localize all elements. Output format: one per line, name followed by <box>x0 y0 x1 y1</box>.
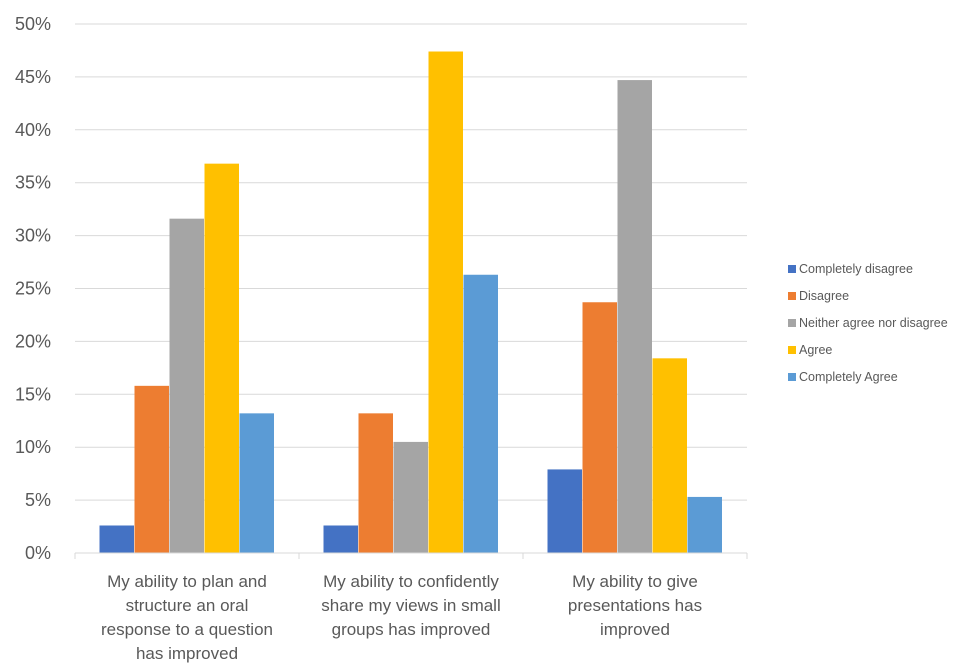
legend-swatch <box>788 292 796 300</box>
legend-swatch <box>788 319 796 327</box>
x-category-label: response to a question <box>101 620 273 639</box>
y-tick-label: 25% <box>15 279 51 299</box>
x-category-label: has improved <box>136 644 238 663</box>
bar-completely-agree <box>239 413 274 553</box>
legend-swatch <box>788 265 796 273</box>
y-tick-label: 40% <box>15 120 51 140</box>
x-category-label: My ability to plan and <box>107 572 267 591</box>
bars <box>99 51 722 554</box>
bar-completely-agree <box>463 274 498 553</box>
axes: 0% 5% 10% 15% 20% 25% 30% 35% 40% 45% 50% My abilit… <box>15 14 748 663</box>
y-tick-label: 0% <box>25 543 51 563</box>
legend-label: Disagree <box>799 289 849 303</box>
legend-label: Completely disagree <box>799 262 913 276</box>
y-tick-label: 5% <box>25 490 51 510</box>
x-category-label: presentations has <box>568 596 702 615</box>
x-category-label: groups has improved <box>332 620 491 639</box>
y-tick-label: 50% <box>15 14 51 34</box>
x-category-label: My ability to confidently <box>323 572 499 591</box>
y-tick-label: 20% <box>15 331 51 351</box>
x-category-label: improved <box>600 620 670 639</box>
legend-swatch <box>788 346 796 354</box>
legend-label: Agree <box>799 343 832 357</box>
x-category-label: My ability to give <box>572 572 698 591</box>
bar-agree <box>428 51 463 554</box>
y-tick-label: 35% <box>15 173 51 193</box>
y-tick-label: 10% <box>15 437 51 457</box>
bar-neither-agree-nor-disagree <box>169 218 204 553</box>
bar-completely-disagree <box>547 469 582 553</box>
x-category-label: structure an oral <box>126 596 249 615</box>
bar-completely-disagree <box>99 525 134 553</box>
x-category-label: share my views in small <box>321 596 501 615</box>
bar-completely-agree <box>687 496 722 553</box>
bar-agree <box>652 358 687 553</box>
legend-label: Completely Agree <box>799 370 898 384</box>
legend-label: Neither agree nor disagree <box>799 316 948 330</box>
bar-disagree <box>358 413 393 553</box>
bar-disagree <box>134 385 169 553</box>
y-tick-label: 15% <box>15 384 51 404</box>
bar-agree <box>204 163 239 553</box>
legend: Completely disagree Disagree Neither agree… <box>788 262 948 384</box>
bar-neither-agree-nor-disagree <box>393 441 428 553</box>
bar-neither-agree-nor-disagree <box>617 80 652 553</box>
y-tick-label: 45% <box>15 67 51 87</box>
bar-disagree <box>582 302 617 553</box>
legend-swatch <box>788 373 796 381</box>
y-tick-label: 30% <box>15 226 51 246</box>
bar-completely-disagree <box>323 525 358 553</box>
